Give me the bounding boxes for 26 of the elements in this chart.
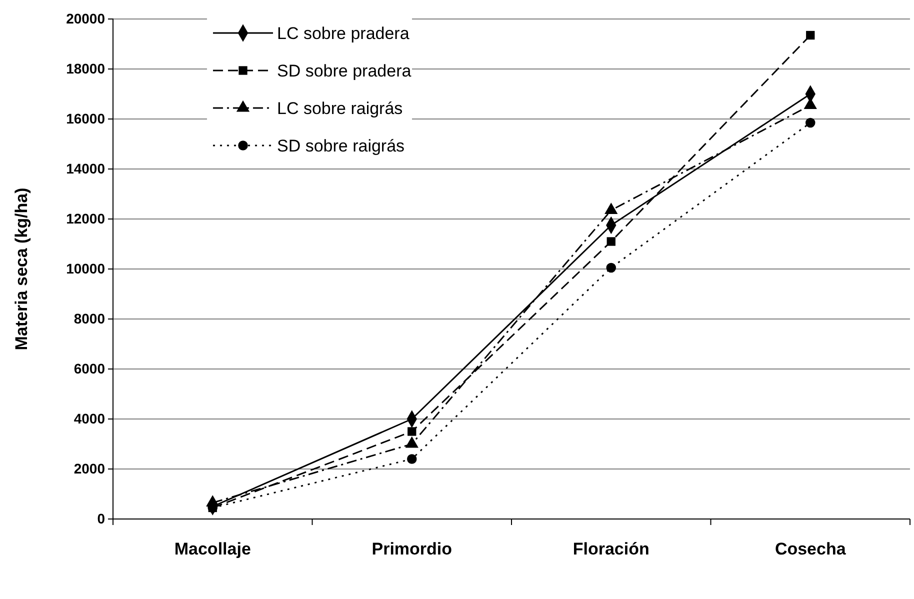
point [406, 454, 417, 464]
y-tick-label: 14000 [66, 160, 106, 176]
y-tick-label: 4000 [74, 410, 106, 426]
y-tick-label: 10000 [66, 260, 106, 276]
legend-label: LC sobre pradera [277, 24, 410, 43]
x-tick-label: Primordio [372, 539, 452, 558]
y-tick-label: 2000 [74, 460, 106, 476]
y-tick-label: 18000 [66, 60, 106, 76]
y-tick-label: 16000 [66, 110, 106, 126]
y-tick-label: 0 [97, 510, 106, 526]
point [805, 118, 816, 128]
x-tick-label: Macollaje [174, 539, 251, 558]
y-tick-label: 20000 [66, 10, 106, 26]
y-axis-title: Materia seca (kg/ha) [12, 188, 31, 350]
legend-label: LC sobre raigrás [277, 99, 403, 118]
point [408, 427, 416, 436]
x-tick-label: Cosecha [774, 539, 846, 558]
y-tick-label: 12000 [66, 210, 106, 226]
y-tick-label: 8000 [74, 310, 106, 326]
y-tick-label: 6000 [74, 360, 106, 376]
point [806, 30, 815, 40]
x-tick-label: Floración [572, 539, 650, 558]
point [606, 262, 616, 273]
legend-label: SD sobre raigrás [277, 136, 405, 156]
point [606, 237, 616, 246]
legend-label: SD sobre pradera [277, 62, 412, 80]
